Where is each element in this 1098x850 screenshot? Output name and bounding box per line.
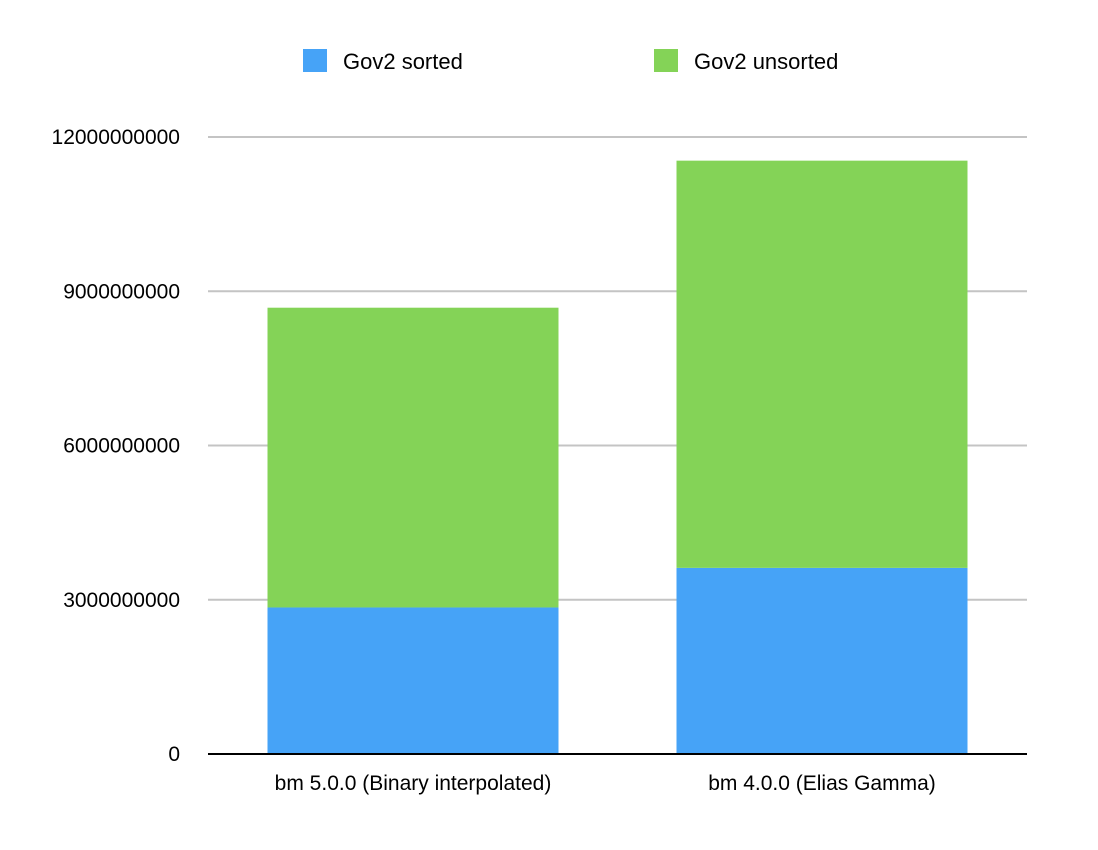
- y-tick-label: 9000000000: [63, 280, 180, 303]
- legend-swatch: [303, 49, 327, 72]
- y-axis-ticks: 0 3000000000 6000000000 9000000000 120000000…: [52, 126, 180, 766]
- y-tick-label: 6000000000: [63, 435, 180, 458]
- legend-label: Gov2 unsorted: [694, 49, 838, 74]
- bar-segment: [267, 607, 559, 754]
- y-tick-label: 3000000000: [63, 589, 180, 612]
- legend-label: Gov2 sorted: [343, 49, 463, 74]
- legend: Gov2 sorted Gov2 unsorted: [303, 49, 838, 74]
- x-category-label: bm 4.0.0 (Elias Gamma): [708, 772, 936, 795]
- bar-segment: [676, 567, 968, 754]
- y-tick-label: 12000000000: [52, 126, 180, 149]
- bars: [267, 160, 968, 754]
- bar-segment: [676, 160, 968, 568]
- legend-swatch: [654, 49, 678, 72]
- y-tick-label: 0: [168, 743, 180, 766]
- bar-segment: [267, 307, 559, 608]
- x-axis-categories: bm 5.0.0 (Binary interpolated) bm 4.0.0 (…: [275, 772, 936, 795]
- x-category-label: bm 5.0.0 (Binary interpolated): [275, 772, 552, 795]
